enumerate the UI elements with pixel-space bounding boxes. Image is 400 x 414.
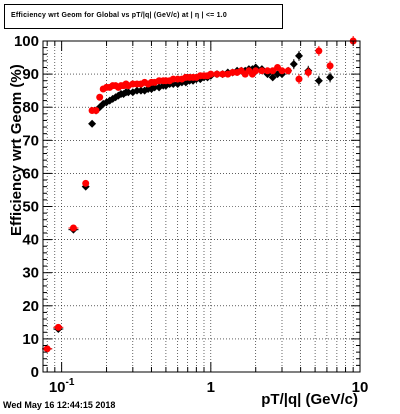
y-tick-label: 10 xyxy=(22,331,39,348)
tick-labels: 0 10 20 30 40 50 60 70 80 90 100 10-1 1 10 xyxy=(14,33,368,396)
marker-circle xyxy=(43,345,51,353)
x-tick-label: 1 xyxy=(207,379,215,396)
marker-circle xyxy=(54,323,62,331)
chart-title-box: Efficiency wrt Geom for Global vs pT/|q|… xyxy=(4,4,283,29)
x-axis-label: pT/|q| (GeV/c) xyxy=(261,391,358,408)
marker-circle xyxy=(213,70,221,78)
marker-circle xyxy=(219,70,227,78)
marker-diamond xyxy=(314,76,323,85)
x-tick-label: 10-1 xyxy=(49,377,75,396)
marker-circle xyxy=(278,67,286,75)
marker-diamond xyxy=(289,60,298,69)
marker-circle xyxy=(69,224,77,232)
marker-diamond xyxy=(326,73,335,82)
marker-circle xyxy=(96,93,104,101)
marker-circle xyxy=(252,67,260,75)
marker-circle xyxy=(207,70,215,78)
y-tick-label: 50 xyxy=(22,199,39,216)
y-tick-label: 80 xyxy=(22,99,39,116)
axis-ticks xyxy=(43,40,361,373)
y-tick-label: 20 xyxy=(22,298,39,315)
y-tick-label: 70 xyxy=(22,132,39,149)
marker-diamond xyxy=(268,73,277,82)
marker-circle xyxy=(295,75,303,83)
y-tick-label: 0 xyxy=(31,364,39,381)
marker-circle xyxy=(258,67,266,75)
data-markers xyxy=(42,36,357,353)
marker-diamond xyxy=(294,51,303,60)
y-tick-label: 30 xyxy=(22,265,39,282)
marker-diamond xyxy=(124,88,133,97)
datestamp: Wed May 16 12:44:15 2018 xyxy=(3,400,116,410)
y-tick-label: 90 xyxy=(22,66,39,83)
marker-circle xyxy=(304,68,312,76)
grid-lines xyxy=(43,41,360,372)
marker-circle xyxy=(315,47,323,55)
chart-title: Efficiency wrt Geom for Global vs pT/|q|… xyxy=(11,12,227,19)
marker-circle xyxy=(82,179,90,187)
marker-circle xyxy=(284,67,292,75)
marker-circle xyxy=(92,107,100,115)
y-tick-label: 40 xyxy=(22,232,39,249)
y-tick-label: 60 xyxy=(22,165,39,182)
y-axis-label: Efficiency wrt Geom (%) xyxy=(8,64,25,236)
x-tick-label: 10 xyxy=(352,379,369,396)
plot-frame xyxy=(42,40,361,373)
marker-circle xyxy=(264,67,272,75)
marker-circle xyxy=(326,62,334,70)
marker-diamond xyxy=(88,119,97,128)
y-tick-label: 100 xyxy=(14,33,39,50)
